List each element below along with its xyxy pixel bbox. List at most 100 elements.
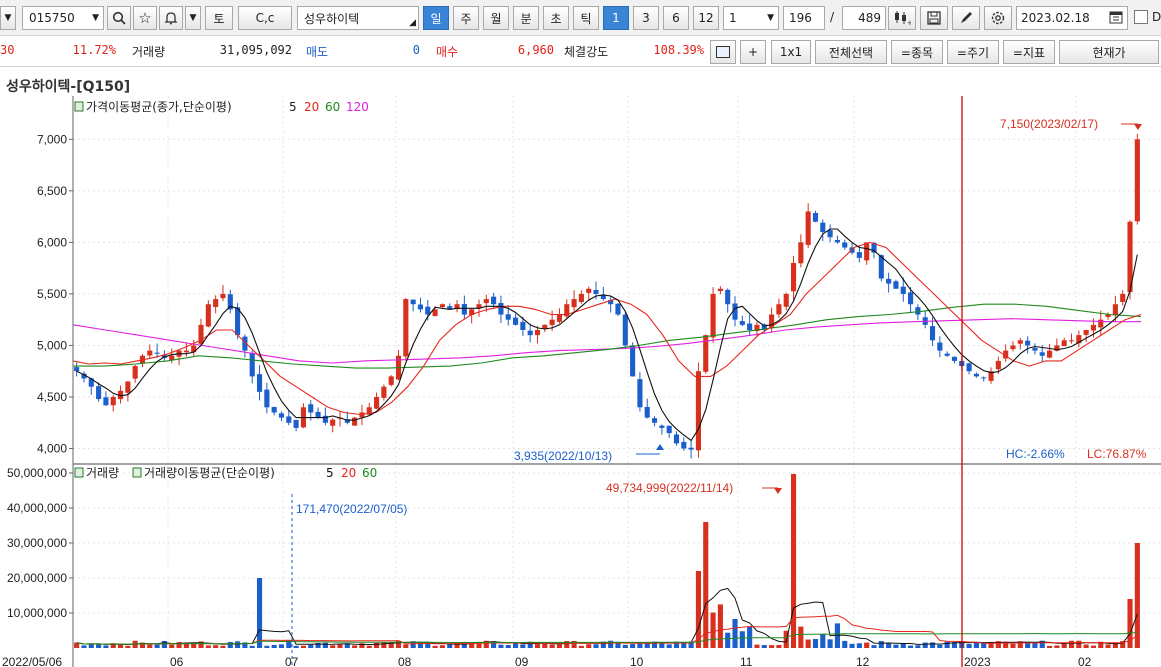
candle-body[interactable]	[432, 309, 438, 316]
volume-bar[interactable]	[608, 640, 614, 648]
volume-bar[interactable]	[374, 642, 380, 648]
candle-body[interactable]	[191, 345, 197, 353]
stock-chart[interactable]: 7,000 6,500 6,000 5,500 5,000 4,500 4,000 50,00…	[0, 96, 1161, 667]
volume-bar[interactable]	[900, 643, 906, 648]
candle-body[interactable]	[293, 419, 299, 428]
volume-bar[interactable]	[893, 644, 899, 648]
volume-bar[interactable]	[1025, 642, 1031, 648]
ma5-line[interactable]	[76, 228, 1138, 442]
candle-body[interactable]	[469, 309, 475, 316]
volume-bar[interactable]	[842, 640, 848, 648]
interval-3-button[interactable]: 3	[633, 6, 659, 30]
volume-bar[interactable]	[878, 641, 884, 648]
candle-body[interactable]	[608, 300, 614, 305]
candle-body[interactable]	[417, 304, 424, 310]
volume-bar[interactable]	[922, 642, 928, 648]
candle-body[interactable]	[505, 314, 511, 320]
candle-body[interactable]	[630, 345, 636, 377]
volume-bar[interactable]	[820, 634, 826, 648]
candle-body[interactable]	[242, 336, 248, 351]
volume-bar[interactable]	[549, 644, 555, 648]
candle-body[interactable]	[944, 353, 950, 356]
volume-bar[interactable]	[710, 612, 716, 648]
candle-body[interactable]	[571, 299, 577, 308]
candle-body[interactable]	[790, 262, 797, 292]
volume-bar[interactable]	[395, 640, 402, 648]
ratio-button[interactable]: 1x1	[771, 40, 811, 64]
legend-checkbox-icon[interactable]	[74, 467, 84, 478]
volume-bar[interactable]	[191, 643, 197, 648]
volume-bar[interactable]	[564, 641, 570, 648]
volume-bar[interactable]	[1003, 642, 1009, 648]
candle-body[interactable]	[213, 299, 219, 308]
volume-bar[interactable]	[139, 642, 146, 648]
candle-body[interactable]	[205, 304, 211, 327]
volume-bar[interactable]	[198, 641, 204, 648]
candle-body[interactable]	[256, 374, 263, 392]
volume-bar[interactable]	[981, 642, 987, 648]
candle-body[interactable]	[1054, 345, 1060, 351]
candle-body[interactable]	[929, 326, 936, 341]
candle-body[interactable]	[644, 406, 650, 418]
volume-bar[interactable]	[805, 639, 811, 648]
volume-bar[interactable]	[469, 642, 475, 648]
volume-bar[interactable]	[235, 641, 241, 648]
volume-bar[interactable]	[973, 642, 979, 648]
candle-body[interactable]	[1017, 340, 1023, 344]
candle-body[interactable]	[900, 286, 906, 294]
candle-body[interactable]	[549, 319, 555, 326]
candle-body[interactable]	[820, 222, 826, 233]
volume-bar[interactable]	[929, 642, 936, 648]
volume-bar[interactable]	[249, 645, 255, 648]
period-day-button[interactable]: 일	[423, 6, 449, 30]
candle-body[interactable]	[651, 418, 658, 423]
volume-bar[interactable]	[213, 645, 219, 648]
volume-bar[interactable]	[666, 644, 672, 648]
volume-bar[interactable]	[220, 645, 226, 648]
candle-body[interactable]	[264, 389, 270, 408]
candle-body[interactable]	[1032, 347, 1038, 351]
interval-12-button[interactable]: 12	[693, 6, 719, 30]
volume-bar[interactable]	[410, 641, 416, 648]
ma60-line[interactable]	[73, 303, 1142, 369]
volume-bar[interactable]	[110, 643, 116, 648]
volume-bar[interactable]	[498, 644, 504, 648]
volume-bar[interactable]	[403, 644, 409, 648]
candle-body[interactable]	[812, 213, 819, 222]
volume-bar[interactable]	[849, 643, 855, 648]
candle-body[interactable]	[1003, 350, 1009, 359]
volume-bar[interactable]	[74, 642, 80, 648]
volume-bar[interactable]	[937, 644, 943, 648]
volume-bar[interactable]	[1098, 641, 1104, 648]
candle-body[interactable]	[856, 252, 862, 258]
volume-bar[interactable]	[454, 643, 460, 648]
candle-body[interactable]	[783, 293, 789, 307]
volume-bar[interactable]	[578, 645, 584, 648]
candle-body[interactable]	[805, 211, 811, 245]
candle-body[interactable]	[937, 342, 943, 351]
candle-body[interactable]	[352, 417, 358, 426]
volume-bar[interactable]	[425, 642, 431, 648]
candle-body[interactable]	[747, 323, 753, 330]
candle-body[interactable]	[769, 314, 775, 328]
volume-bar[interactable]	[476, 641, 482, 648]
volume-bar[interactable]	[1054, 645, 1060, 648]
candle-body[interactable]	[513, 317, 519, 325]
volume-bar[interactable]	[103, 645, 109, 648]
volume-bar[interactable]	[352, 645, 358, 648]
volume-bar[interactable]	[695, 571, 701, 648]
volume-bar[interactable]	[783, 630, 789, 648]
stock-code-input[interactable]: 015750 ▼	[22, 6, 104, 30]
volume-bar[interactable]	[732, 618, 738, 648]
volume-bar[interactable]	[125, 645, 131, 648]
volume-bar[interactable]	[278, 644, 285, 648]
candle-body[interactable]	[366, 407, 372, 415]
candle-body[interactable]	[754, 324, 760, 332]
volume-bar[interactable]	[534, 644, 541, 648]
candle-body[interactable]	[344, 419, 350, 423]
current-price-button[interactable]: 현재가	[1059, 40, 1159, 64]
stock-name-field[interactable]: 성우하이텍 ◢	[297, 6, 419, 30]
volume-bar[interactable]	[622, 644, 628, 648]
volume-bar[interactable]	[300, 645, 306, 648]
volume-bar[interactable]	[871, 645, 877, 648]
